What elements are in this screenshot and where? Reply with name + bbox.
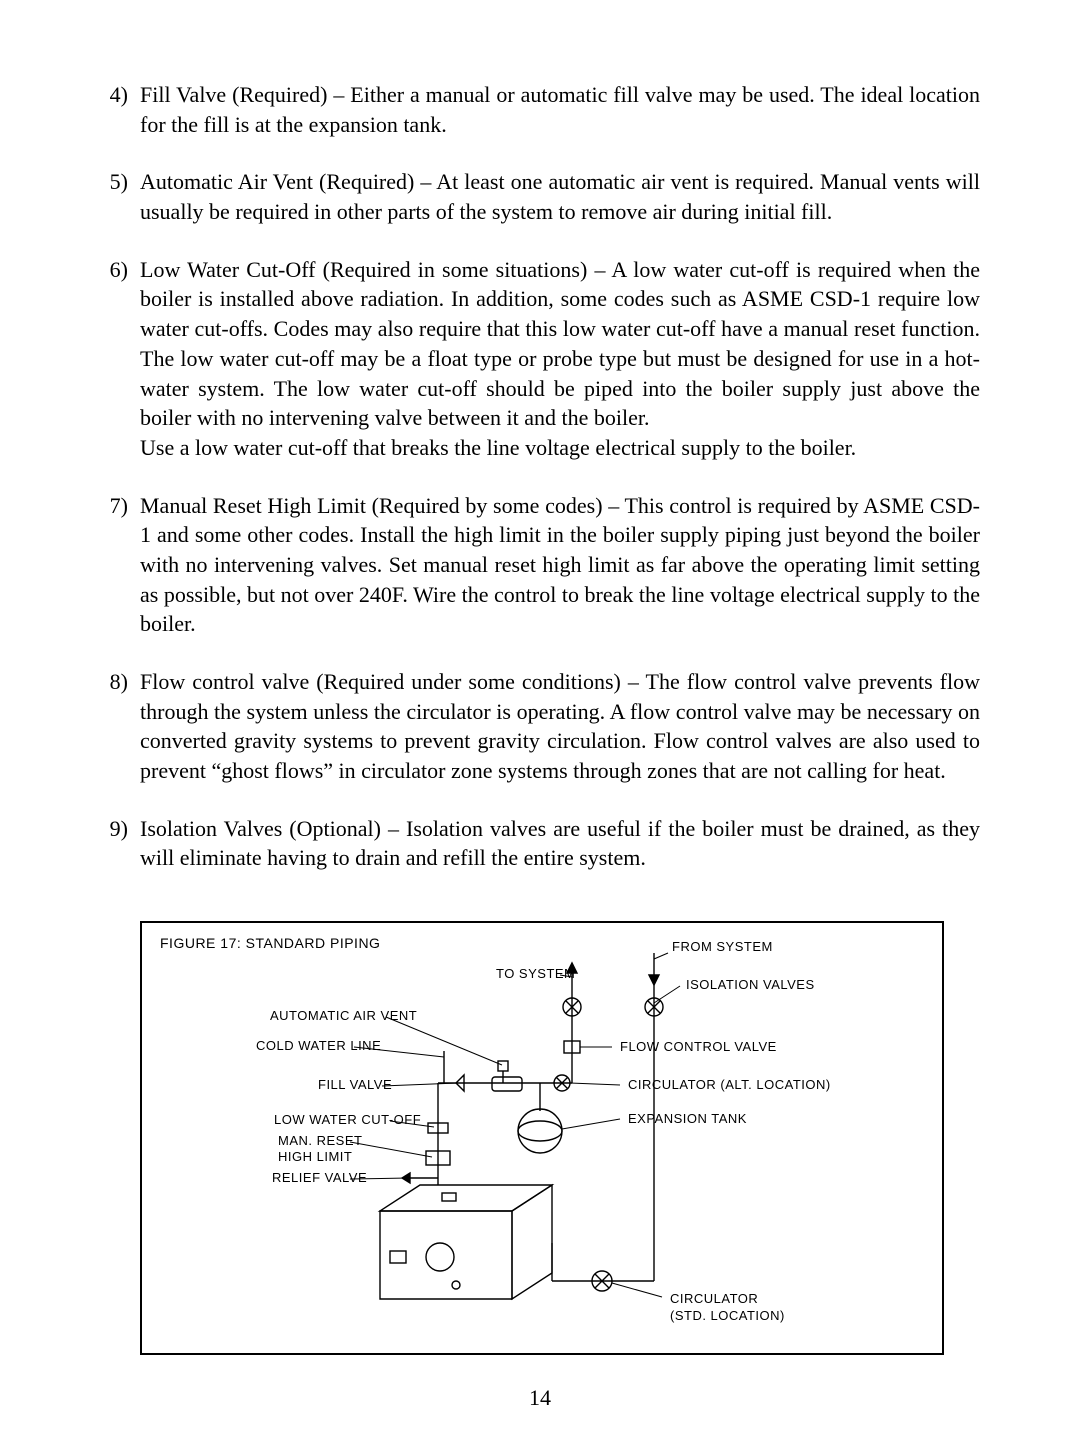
figure-wrapper: FIGURE 17: STANDARD PIPING — [140, 921, 980, 1355]
numbered-list: 4)Fill Valve (Required) – Either a manua… — [100, 80, 980, 901]
supply-riser-icon — [402, 1083, 450, 1185]
label-automatic-air-vent: AUTOMATIC AIR VENT — [270, 1008, 417, 1023]
manifold-icon — [438, 1051, 572, 1153]
list-item-text: Manual Reset High Limit (Required by som… — [140, 491, 980, 639]
label-low-water-cutoff: LOW WATER CUT-OFF — [274, 1112, 421, 1127]
list-item-text: Low Water Cut-Off (Required in some situ… — [140, 255, 980, 463]
document-page: 4)Fill Valve (Required) – Either a manua… — [0, 0, 1080, 1451]
label-from-system: FROM SYSTEM — [672, 939, 773, 954]
list-item-text: Fill Valve (Required) – Either a manual … — [140, 80, 980, 139]
list-item-number: 9) — [100, 814, 128, 873]
list-item-number: 8) — [100, 667, 128, 786]
label-isolation-valves: ISOLATION VALVES — [686, 977, 815, 992]
upper-pipes-icon — [563, 963, 581, 1083]
list-item-text: Isolation Valves (Optional) – Isolation … — [140, 814, 980, 873]
label-relief-valve: RELIEF VALVE — [272, 1170, 367, 1185]
list-item: 6)Low Water Cut-Off (Required in some si… — [100, 255, 980, 463]
label-man-reset: MAN. RESET — [278, 1133, 362, 1148]
boiler-icon — [380, 1185, 552, 1299]
list-item: 5)Automatic Air Vent (Required) – At lea… — [100, 167, 980, 226]
list-item-number: 7) — [100, 491, 128, 639]
label-fill-valve: FILL VALVE — [318, 1077, 392, 1092]
label-expansion-tank: EXPANSION TANK — [628, 1111, 747, 1126]
piping-diagram-svg: AUTOMATIC AIR VENT COLD WATER LINE FILL … — [142, 923, 942, 1353]
list-item-text: Flow control valve (Required under some … — [140, 667, 980, 786]
list-item-number: 4) — [100, 80, 128, 139]
list-item: 7)Manual Reset High Limit (Required by s… — [100, 491, 980, 639]
list-item-number: 6) — [100, 255, 128, 463]
list-item: 4)Fill Valve (Required) – Either a manua… — [100, 80, 980, 139]
label-circulator-std-a: CIRCULATOR — [670, 1291, 758, 1306]
label-cold-water-line: COLD WATER LINE — [256, 1038, 381, 1053]
label-circulator-std-b: (STD. LOCATION) — [670, 1308, 785, 1323]
label-to-system: TO SYSTEM — [496, 966, 575, 981]
list-item-number: 5) — [100, 167, 128, 226]
list-item-text: Automatic Air Vent (Required) – At least… — [140, 167, 980, 226]
label-circulator-alt: CIRCULATOR (ALT. LOCATION) — [628, 1077, 831, 1092]
list-item: 9)Isolation Valves (Optional) – Isolatio… — [100, 814, 980, 873]
figure-17-standard-piping: FIGURE 17: STANDARD PIPING — [140, 921, 944, 1355]
label-flow-control-valve: FLOW CONTROL VALVE — [620, 1039, 777, 1054]
list-item: 8)Flow control valve (Required under som… — [100, 667, 980, 786]
label-high-limit: HIGH LIMIT — [278, 1149, 352, 1164]
page-number: 14 — [100, 1355, 980, 1411]
